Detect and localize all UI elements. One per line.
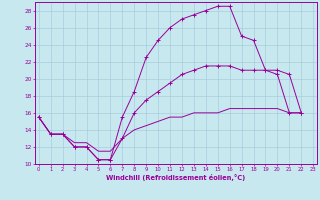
X-axis label: Windchill (Refroidissement éolien,°C): Windchill (Refroidissement éolien,°C)	[106, 174, 246, 181]
